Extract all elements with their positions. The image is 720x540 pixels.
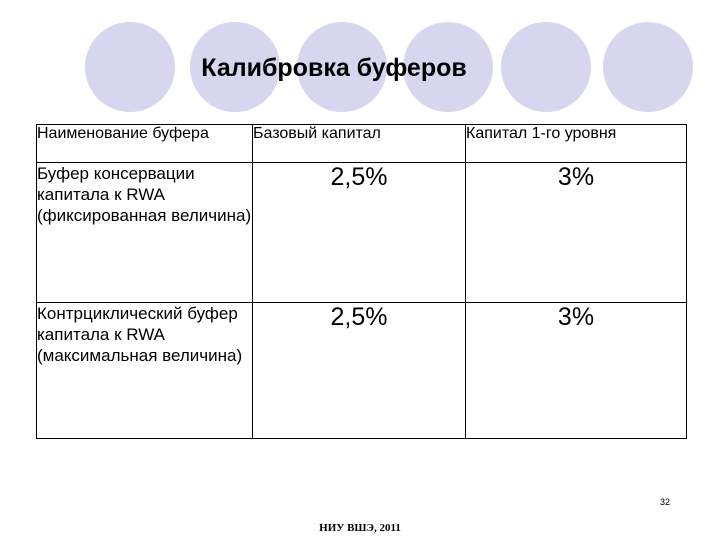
decorative-circle [599, 18, 697, 116]
decorative-circle [497, 18, 595, 116]
slide-title: Калибровка буферов [201, 54, 467, 82]
decorative-circle [293, 18, 391, 116]
tier1-capital-cell: 3% [465, 302, 687, 439]
buffer-table: Наименование буфера Базовый капитал Капи… [36, 124, 687, 439]
table-header-row: Наименование буфера Базовый капитал Капи… [36, 124, 687, 163]
base-capital-cell: 2,5% [252, 302, 466, 439]
header-base-capital: Базовый капитал [252, 124, 466, 163]
tier1-capital-cell: 3% [465, 162, 687, 303]
buffer-name-cell: Контрциклический буфер капитала к RWA (м… [36, 302, 253, 439]
table-row: Буфер консервации капитала к RWA (фиксир… [36, 162, 687, 303]
buffer-name-cell: Буфер консервации капитала к RWA (фиксир… [36, 162, 253, 303]
table-row: Контрциклический буфер капитала к RWA (м… [36, 302, 687, 439]
page-number: 32 [660, 497, 671, 507]
header-tier1-capital: Капитал 1-го уровня [465, 124, 687, 163]
decorative-circle [186, 18, 284, 116]
footer-text: НИУ ВШЭ, 2011 [319, 522, 401, 534]
base-capital-cell: 2,5% [252, 162, 466, 303]
header-buffer-name: Наименование буфера [36, 124, 253, 163]
decorative-circle [81, 18, 179, 116]
decorative-circle [399, 18, 497, 116]
